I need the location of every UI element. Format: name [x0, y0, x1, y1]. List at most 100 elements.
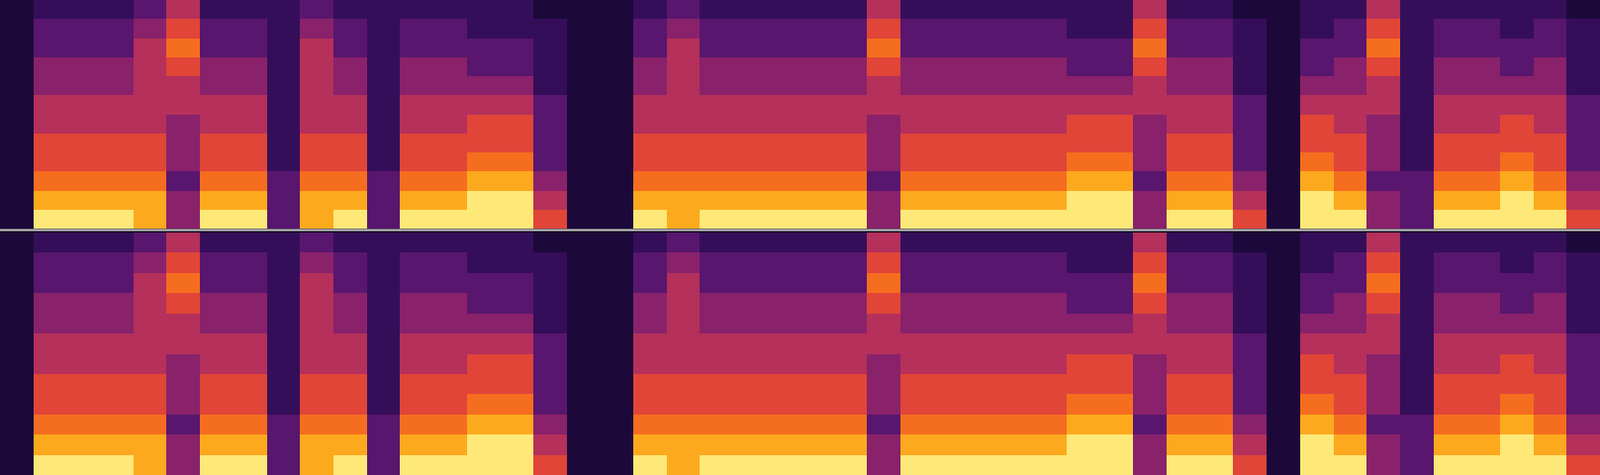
heatmap-cell [1166, 38, 1201, 59]
heatmap-cell [566, 333, 601, 355]
heatmap-cell [499, 18, 534, 39]
heatmap-cell [233, 333, 268, 355]
heatmap-cell [1566, 333, 1600, 355]
heatmap-cell [1533, 57, 1568, 78]
heatmap-cell [833, 252, 867, 274]
heatmap-cell [299, 38, 334, 59]
heatmap-cell [1500, 354, 1534, 376]
heatmap-cell [1000, 133, 1035, 154]
heatmap-cell [1333, 18, 1368, 39]
heatmap-cell [1000, 38, 1035, 59]
heatmap-cell [299, 374, 334, 395]
heatmap-cell [866, 292, 901, 314]
heatmap-cell [133, 393, 168, 415]
heatmap-cell [1000, 393, 1035, 415]
heatmap-cell [1033, 455, 1067, 475]
heatmap-cell [900, 232, 935, 254]
heatmap-cell [33, 354, 68, 376]
heatmap-cell [1066, 38, 1101, 59]
heatmap-cell [900, 292, 935, 314]
heatmap-cell [1433, 393, 1468, 415]
heatmap-cell [666, 333, 701, 355]
heatmap-cell [1333, 114, 1368, 135]
heatmap-cell [599, 232, 634, 254]
heatmap-cell [333, 0, 368, 20]
heatmap-cell [533, 152, 567, 173]
heatmap-cell [1166, 313, 1201, 335]
heatmap-cell [1533, 354, 1568, 376]
heatmap-cell [900, 0, 935, 20]
heatmap-cell [766, 152, 801, 173]
heatmap-cell [733, 354, 767, 376]
heatmap-cell [33, 209, 68, 229]
heatmap-cell [1533, 94, 1568, 115]
heatmap-cell [1333, 209, 1368, 229]
heatmap-cell [433, 434, 468, 456]
heatmap-cell [199, 414, 234, 436]
heatmap-cell [1100, 38, 1134, 59]
heatmap-cell [966, 114, 1001, 135]
heatmap-cell [33, 38, 68, 59]
heatmap-cell [1232, 152, 1267, 173]
heatmap-cell [699, 313, 734, 335]
heatmap-cell [233, 18, 268, 39]
heatmap-cell [367, 393, 401, 415]
heatmap-cell [633, 252, 667, 274]
heatmap-cell [599, 455, 634, 475]
heatmap-cell [1200, 374, 1234, 395]
heatmap-cell [866, 171, 901, 191]
heatmap-cell [299, 57, 334, 78]
heatmap-cell [1232, 273, 1267, 294]
heatmap-cell [1300, 455, 1334, 475]
heatmap-cell [900, 354, 935, 376]
heatmap-cell [1433, 18, 1468, 39]
heatmap-cell [1266, 18, 1301, 39]
heatmap-cell [499, 94, 534, 115]
heatmap-cell [367, 209, 401, 229]
heatmap-cell [1433, 273, 1468, 294]
heatmap-cell [1266, 232, 1301, 254]
heatmap-cell [467, 152, 501, 173]
heatmap-cell [399, 414, 434, 436]
heatmap-cell [599, 374, 634, 395]
heatmap-cell [166, 374, 200, 395]
heatmap-cell [1566, 57, 1600, 78]
heatmap-cell [833, 273, 867, 294]
heatmap-cell [33, 57, 68, 78]
heatmap-cell [599, 414, 634, 436]
heatmap-cell [1366, 393, 1401, 415]
heatmap-cell [433, 333, 468, 355]
heatmap-cell [966, 57, 1001, 78]
heatmap-cell [1433, 209, 1468, 229]
heatmap-cell [633, 18, 667, 39]
heatmap-cell [1232, 57, 1267, 78]
heatmap-cell [699, 133, 734, 154]
heatmap-cell [233, 273, 268, 294]
heatmap-cell [633, 57, 667, 78]
heatmap-cell [1266, 273, 1301, 294]
heatmap-cell [1132, 38, 1167, 59]
heatmap-cell [1033, 57, 1067, 78]
heatmap-cell [1232, 94, 1267, 115]
heatmap-cell [1066, 94, 1101, 115]
heatmap-cell [966, 292, 1001, 314]
heatmap-cell [1232, 209, 1267, 229]
heatmap-cell [1300, 94, 1334, 115]
heatmap-cell [467, 374, 501, 395]
heatmap-cell [367, 434, 401, 456]
heatmap-cell [233, 354, 268, 376]
heatmap-cell [1466, 273, 1501, 294]
heatmap-cell [33, 455, 68, 475]
heatmap-cell [933, 38, 967, 59]
heatmap-cell [1500, 76, 1534, 96]
heatmap-cell [1566, 114, 1600, 135]
heatmap-cell [233, 374, 268, 395]
heatmap-cell [1500, 0, 1534, 20]
heatmap-cell [499, 209, 534, 229]
heatmap-cell [1132, 455, 1167, 475]
heatmap-cell [166, 38, 200, 59]
heatmap-cell [699, 76, 734, 96]
heatmap-cell [166, 190, 200, 211]
heatmap-cell [199, 313, 234, 335]
heatmap-cell [1566, 76, 1600, 96]
